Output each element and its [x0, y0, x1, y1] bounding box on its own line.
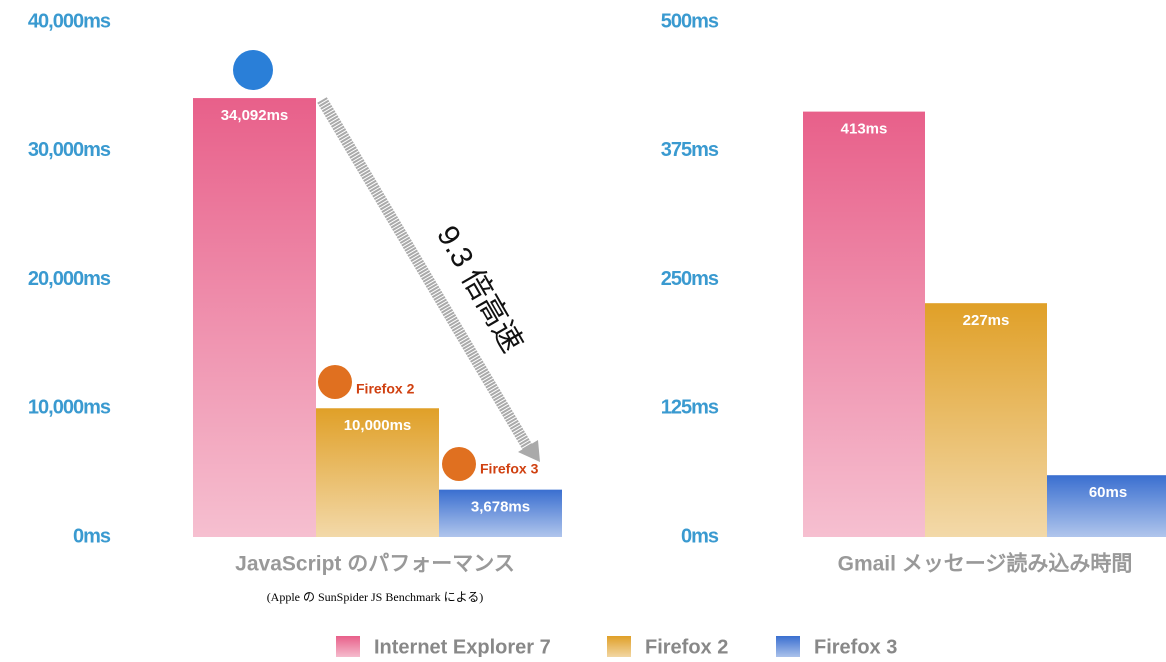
legend-shine	[776, 636, 800, 658]
bar-shine	[439, 489, 562, 537]
value-label: 413ms	[841, 121, 888, 138]
firefox3-icon	[442, 447, 476, 481]
bar-shine	[803, 111, 925, 538]
y-tick-label: 30,000ms	[28, 139, 111, 161]
legend-label: Firefox 3	[814, 636, 897, 657]
y-tick-label: 0ms	[73, 525, 111, 547]
subtitle: (Apple の SunSpider JS Benchmark による)	[267, 590, 484, 604]
y-tick-label: 0ms	[681, 525, 719, 547]
arrow-head	[518, 440, 540, 462]
gmail-chart: 0ms 125ms 250ms 375ms 500ms 413ms 227ms 60ms Gma…	[661, 10, 1166, 576]
logo-label: Firefox 3	[480, 461, 539, 477]
value-label: 3,678ms	[471, 499, 530, 516]
x-axis-label: JavaScript のパフォーマンス	[235, 553, 515, 576]
y-tick-label: 125ms	[661, 397, 719, 419]
firefox2-icon	[318, 365, 352, 399]
value-label: 227ms	[963, 312, 1010, 329]
x-axis-label: Gmail メッセージ読み込み時間	[838, 552, 1133, 576]
legend-shine	[607, 636, 631, 658]
bar-shine	[1047, 475, 1166, 537]
bar-shine	[193, 98, 316, 538]
y-tick-label: 10,000ms	[28, 397, 111, 419]
legend-shine	[336, 636, 360, 658]
legend-label: Firefox 2	[645, 636, 728, 657]
value-label: 34,092ms	[221, 107, 289, 124]
y-tick-label: 375ms	[661, 139, 719, 161]
bar-shine	[316, 408, 439, 537]
y-tick-label: 20,000ms	[28, 268, 111, 290]
js-chart: 0ms 10,000ms 20,000ms 30,000ms 40,000ms 34,09…	[28, 10, 562, 604]
logo-label: Firefox 2	[356, 381, 415, 397]
y-tick-label: 250ms	[661, 268, 719, 290]
y-tick-label: 500ms	[661, 10, 719, 32]
legend: Internet Explorer 7 Firefox 2 Firefox 3	[336, 636, 897, 658]
bar-shine	[925, 303, 1047, 537]
legend-label: Internet Explorer 7	[374, 636, 551, 657]
y-tick-label: 40,000ms	[28, 10, 111, 32]
speed-arrow	[317, 97, 533, 451]
value-label: 10,000ms	[344, 417, 412, 434]
ie-icon	[233, 50, 273, 90]
value-label: 60ms	[1089, 484, 1127, 501]
annotation: 9.3 倍高速	[430, 220, 529, 358]
